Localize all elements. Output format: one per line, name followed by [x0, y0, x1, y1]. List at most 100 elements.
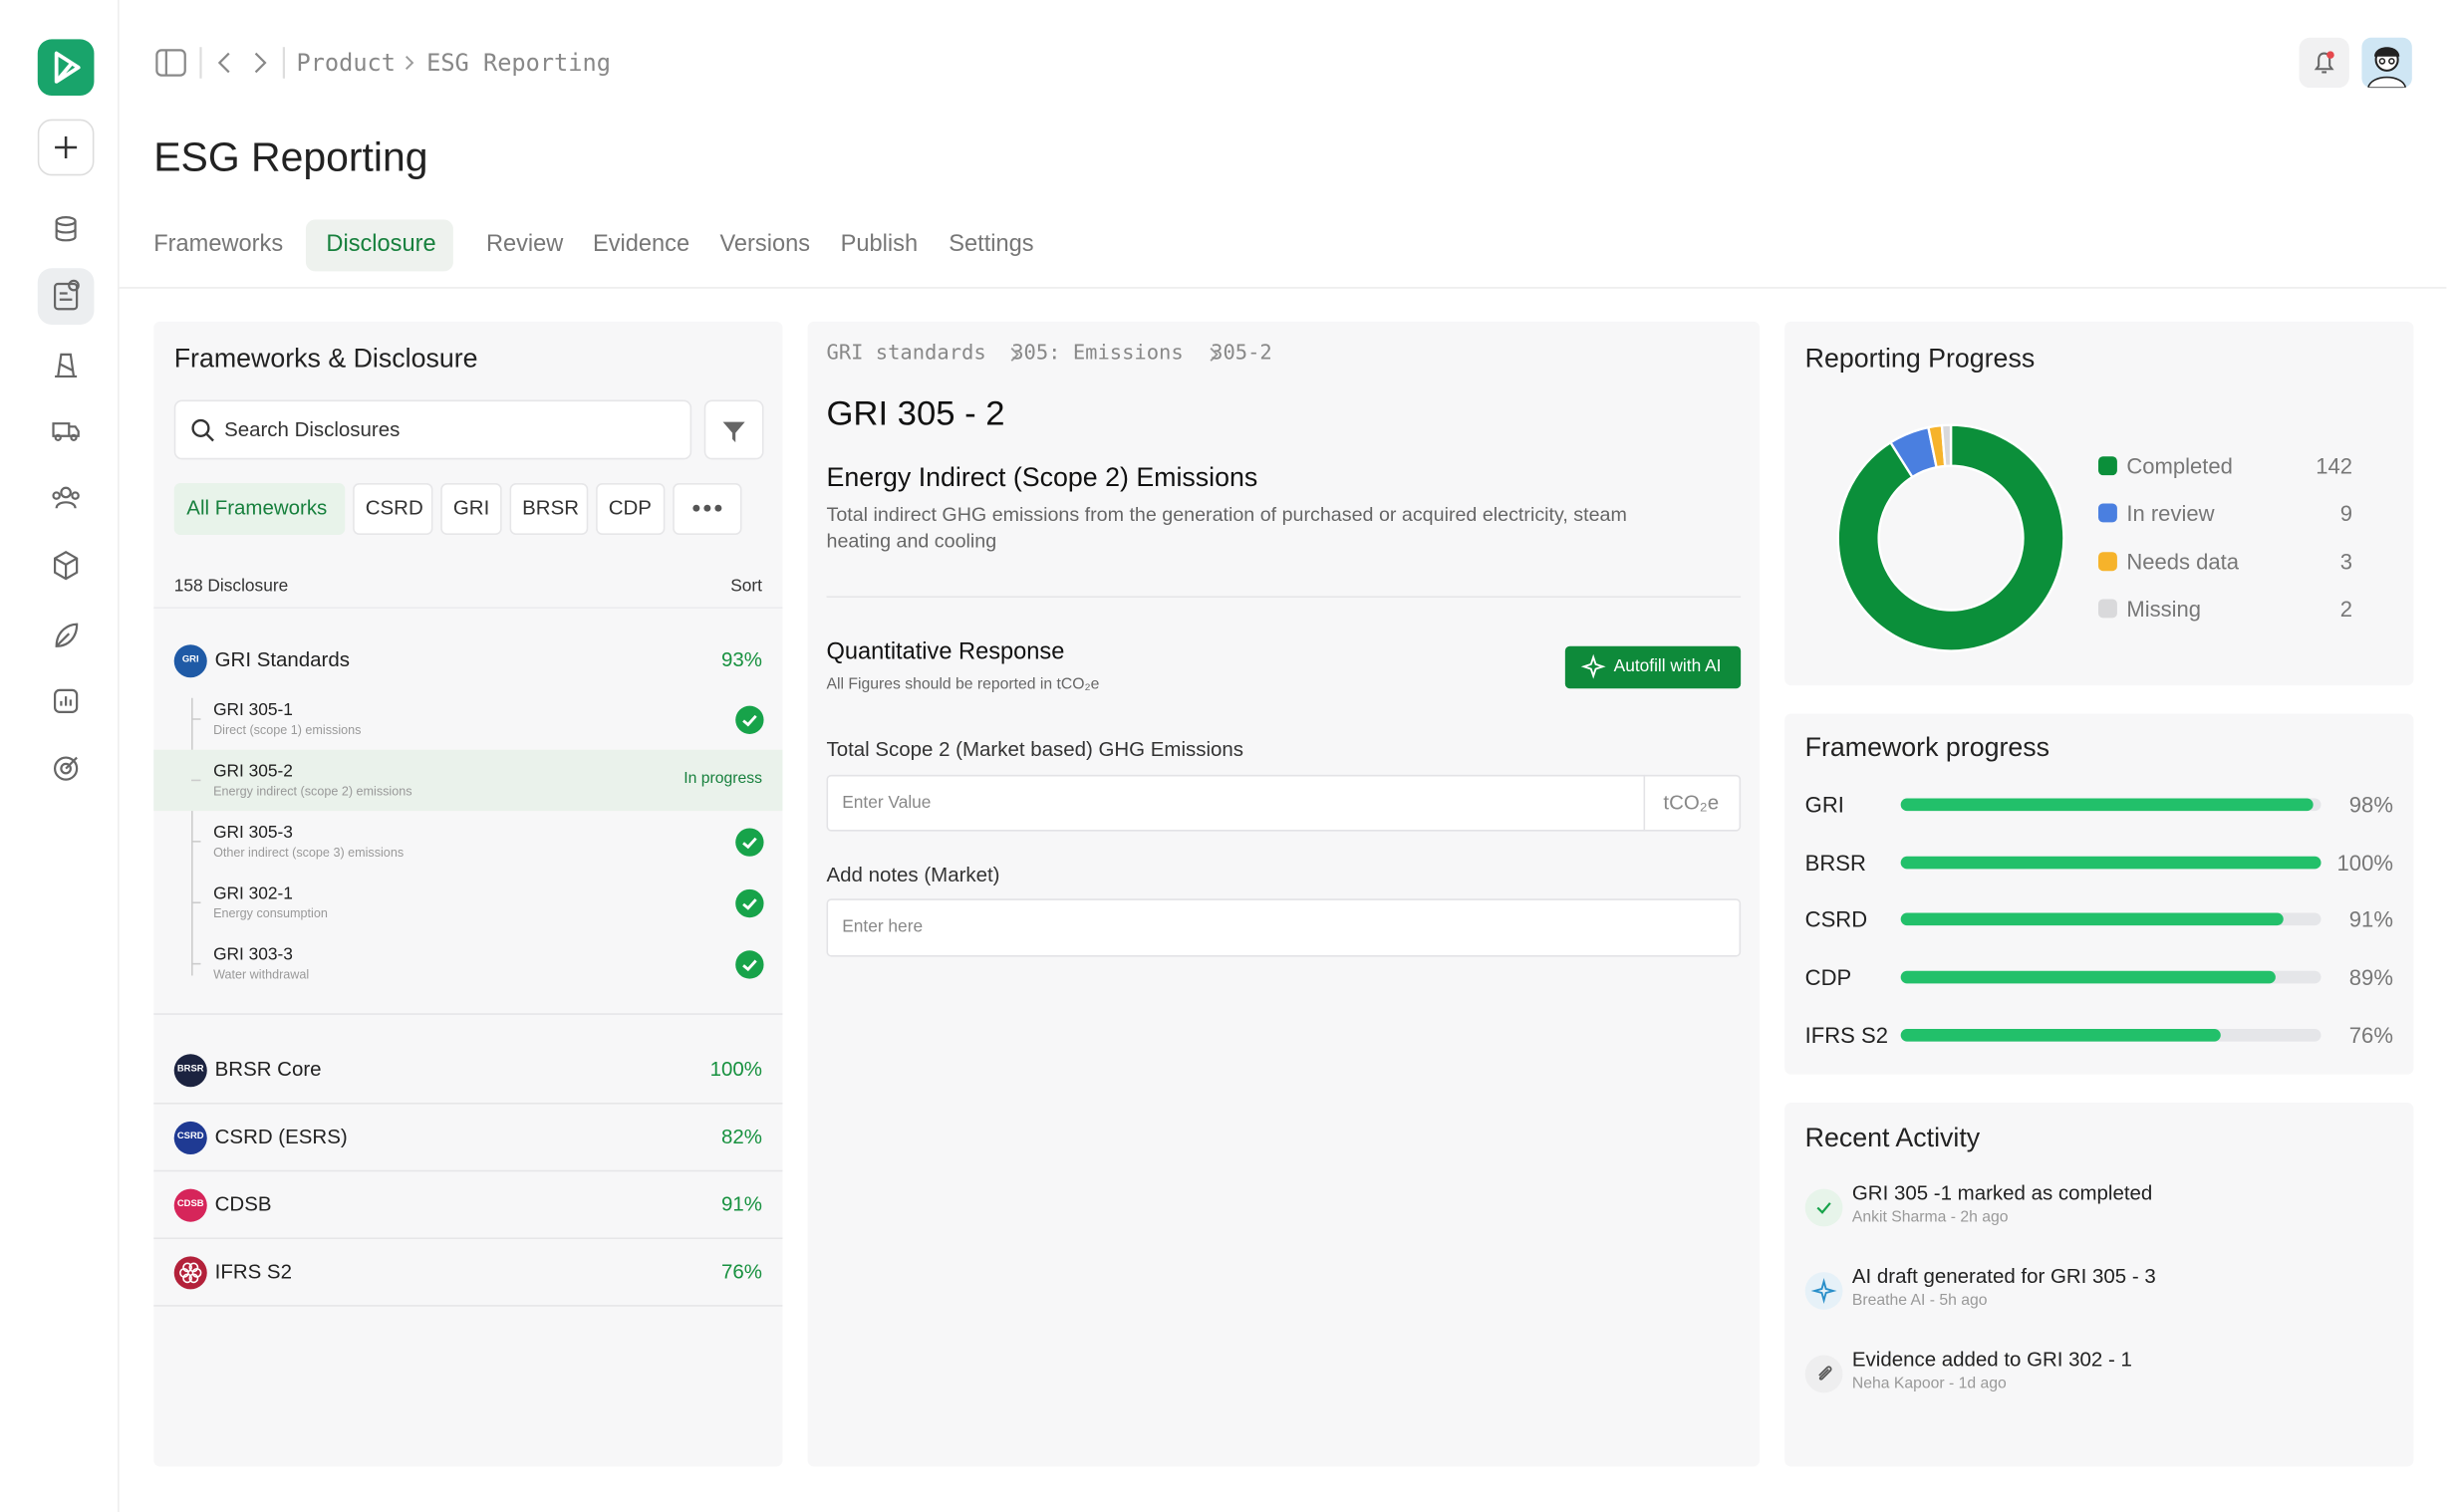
legend-value: 9 — [2339, 500, 2352, 526]
nav-people[interactable] — [52, 486, 80, 509]
autofill-label: Autofill with AI — [1613, 656, 1722, 676]
framework-label: IFRS S2 — [1804, 1022, 1888, 1048]
sparkle-icon — [1580, 653, 1606, 679]
separator — [153, 607, 783, 609]
filter-chip[interactable] — [509, 483, 589, 535]
ifrs-logo — [179, 1262, 202, 1284]
disclosure-count: 158 Disclosure — [173, 577, 289, 597]
unit-label: tCO₂e — [1663, 790, 1720, 815]
item-code[interactable]: GRI 303-3 — [213, 945, 293, 965]
autofill-button[interactable] — [1564, 645, 1742, 689]
section-note: All Figures should be reported in tCO₂e — [826, 675, 1100, 694]
page-title: ESG Reporting — [153, 132, 428, 181]
nav-box[interactable] — [53, 551, 79, 581]
logo-icon — [54, 51, 81, 84]
item-code[interactable]: GRI 305-3 — [213, 823, 293, 843]
framework-percent: 76% — [720, 1259, 762, 1284]
filter-chip[interactable] — [596, 483, 666, 535]
activity-icon-bg — [1804, 1188, 1843, 1227]
petal — [188, 1262, 199, 1273]
notifications[interactable] — [2299, 37, 2349, 89]
separator — [153, 1237, 783, 1240]
forward[interactable] — [254, 52, 267, 74]
nav-active-bg — [37, 268, 95, 325]
tab[interactable]: Evidence — [592, 230, 690, 258]
sparkle — [1580, 653, 1606, 679]
notes-input[interactable] — [826, 898, 1742, 957]
tab[interactable]: Publish — [840, 230, 919, 258]
nav-truck[interactable] — [52, 422, 80, 441]
progress-label: 89% — [2348, 964, 2393, 990]
search-placeholder: Search Disclosures — [224, 416, 401, 441]
tab[interactable]: Review — [485, 230, 564, 258]
sort-label: Sort — [730, 577, 762, 597]
check-mark — [742, 959, 757, 972]
framework-name[interactable]: GRI Standards — [214, 647, 351, 671]
filter-chip[interactable] — [173, 483, 346, 535]
nav-chart[interactable] — [53, 688, 79, 714]
filter-label: BRSR — [522, 495, 580, 520]
framework-name[interactable]: BRSR Core — [214, 1057, 322, 1081]
chevron-path — [405, 56, 414, 70]
disclosure-description: Total indirect GHG emissions from the ge… — [826, 503, 1627, 553]
check-circle — [735, 950, 764, 979]
breadcrumb-item: Product — [296, 48, 396, 78]
tab[interactable]: Settings — [949, 230, 1034, 258]
petal — [188, 1273, 199, 1284]
item-code[interactable]: GRI 302-1 — [213, 884, 293, 904]
value-input[interactable] — [826, 774, 1742, 832]
filter-chip[interactable] — [353, 483, 433, 535]
check-icon — [735, 828, 764, 857]
donut-segment — [1836, 423, 2065, 652]
disclosure-title: Energy Indirect (Scope 2) Emissions — [826, 462, 1258, 493]
framework-name[interactable]: CSRD (ESRS) — [214, 1125, 348, 1148]
search-box[interactable] — [173, 399, 692, 460]
tree-branch — [191, 901, 201, 904]
filter-label: CSRD — [365, 495, 423, 520]
toggle-sidebar[interactable] — [155, 49, 186, 77]
progress-label: 98% — [2348, 792, 2393, 818]
tab[interactable]: Versions — [719, 230, 811, 258]
filter-label: GRI — [452, 495, 490, 520]
nav-leaf[interactable] — [55, 623, 79, 647]
framework-percent: 93% — [720, 647, 762, 671]
field-label: Total Scope 2 (Market based) GHG Emissio… — [826, 737, 1244, 761]
dot — [703, 504, 711, 512]
breadcrumb-item: ESG Reporting — [426, 48, 611, 78]
legend-value: 142 — [2316, 453, 2352, 479]
chevron-path — [1010, 347, 1019, 362]
tab[interactable]: Frameworks — [153, 230, 284, 258]
logo[interactable] — [37, 39, 95, 97]
progress-bar — [1900, 970, 2276, 984]
nav-reports[interactable] — [53, 279, 80, 311]
sparkle — [1810, 1277, 1837, 1304]
item-code[interactable]: GRI 305-2 — [213, 762, 293, 782]
activity-icon — [1816, 1202, 1831, 1214]
framework-label: CSRD — [1804, 906, 1868, 932]
panel-title: Framework progress — [1804, 732, 2050, 763]
legend-label: Needs data — [2126, 548, 2240, 574]
item-code[interactable]: GRI 305-1 — [213, 700, 293, 720]
framework-label: CDP — [1804, 964, 1852, 990]
framework-name[interactable]: IFRS S2 — [214, 1259, 292, 1284]
dot — [714, 504, 722, 512]
filter-chip[interactable] — [440, 483, 502, 535]
tab-active[interactable]: Disclosure — [326, 230, 436, 258]
framework-percent: 91% — [720, 1191, 762, 1216]
tree-branch — [191, 841, 201, 843]
avatar[interactable] — [2361, 37, 2412, 89]
new-button[interactable] — [37, 119, 95, 176]
nav-database[interactable] — [55, 215, 77, 242]
progress-bar — [1900, 856, 2322, 869]
legend-swatch — [2098, 503, 2117, 523]
progress-bar — [1900, 1028, 2221, 1042]
chevron — [405, 56, 414, 70]
legend-label: Missing — [2126, 596, 2202, 622]
nav-factory[interactable] — [55, 353, 78, 378]
chevron — [1210, 347, 1219, 362]
framework-name[interactable]: CDSB — [214, 1191, 272, 1216]
back[interactable] — [217, 52, 230, 74]
nav-target[interactable] — [53, 756, 79, 781]
item-desc: Direct (scope 1) emissions — [213, 722, 362, 738]
activity-meta: Breathe AI - 5h ago — [1851, 1292, 1988, 1310]
